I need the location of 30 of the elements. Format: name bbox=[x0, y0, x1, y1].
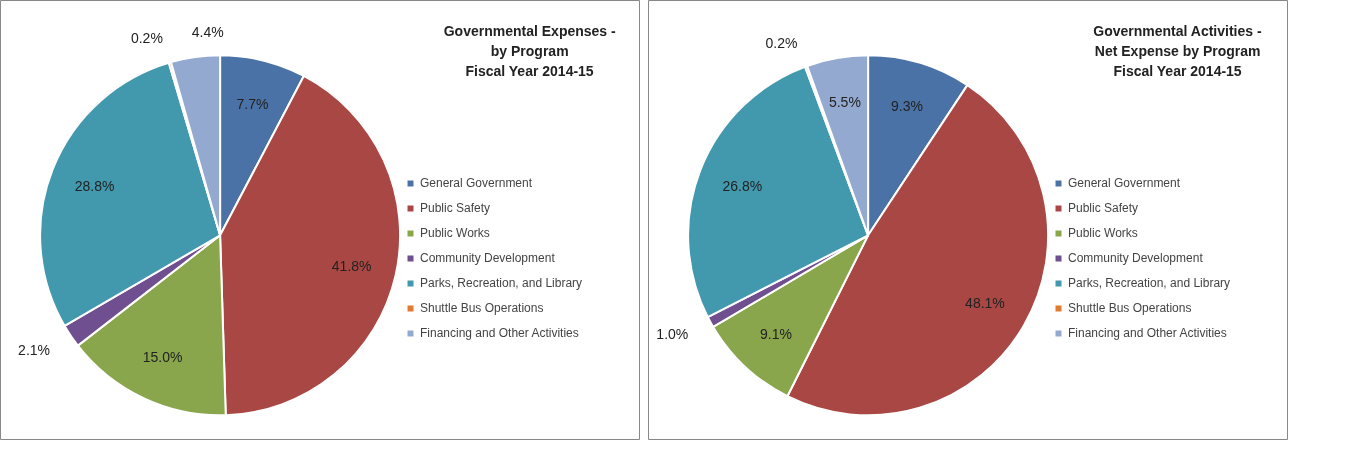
legend-label: Parks, Recreation, and Library bbox=[420, 276, 583, 290]
data-label: 4.4% bbox=[191, 24, 224, 41]
data-label: 0.2% bbox=[765, 34, 798, 51]
data-label: 26.8% bbox=[722, 178, 763, 195]
data-label: 9.3% bbox=[891, 98, 923, 115]
data-label: 48.1% bbox=[965, 294, 1005, 311]
chart-title: Governmental Activities - Net Expense by Program Fiscal Year 2014-15 bbox=[1093, 22, 1262, 79]
data-label: 28.8% bbox=[74, 177, 115, 194]
legend-label: Financing and Other Activities bbox=[1068, 326, 1227, 340]
data-label: 5.5% bbox=[828, 94, 861, 111]
legend-label: General Government bbox=[420, 176, 533, 190]
legend-label: Shuttle Bus Operations bbox=[1068, 301, 1192, 315]
legend-label: Shuttle Bus Operations bbox=[420, 301, 544, 315]
legend-label: Community Development bbox=[1068, 251, 1203, 265]
data-label: 41.8% bbox=[331, 257, 372, 274]
legend-label: Parks, Recreation, and Library bbox=[1068, 276, 1231, 290]
legend-label: Community Development bbox=[420, 251, 555, 265]
legend-label: Financing and Other Activities bbox=[420, 326, 579, 340]
legend-label: Public Safety bbox=[1068, 201, 1139, 215]
data-label: 0.2% bbox=[130, 30, 163, 47]
data-label: 2.1% bbox=[18, 342, 51, 359]
legend-label: Public Works bbox=[1068, 226, 1138, 240]
data-label: 7.7% bbox=[236, 96, 269, 113]
data-label: 15.0% bbox=[142, 349, 183, 366]
data-label: 1.0% bbox=[656, 326, 689, 343]
legend-label: General Government bbox=[1068, 176, 1181, 190]
data-label: 9.1% bbox=[760, 326, 792, 342]
legend-label: Public Works bbox=[420, 226, 490, 240]
text: Governmental Expenses - by Program Fiscal Year 2014-15 bbox=[443, 22, 617, 79]
legend-label: Public Safety bbox=[420, 201, 491, 215]
